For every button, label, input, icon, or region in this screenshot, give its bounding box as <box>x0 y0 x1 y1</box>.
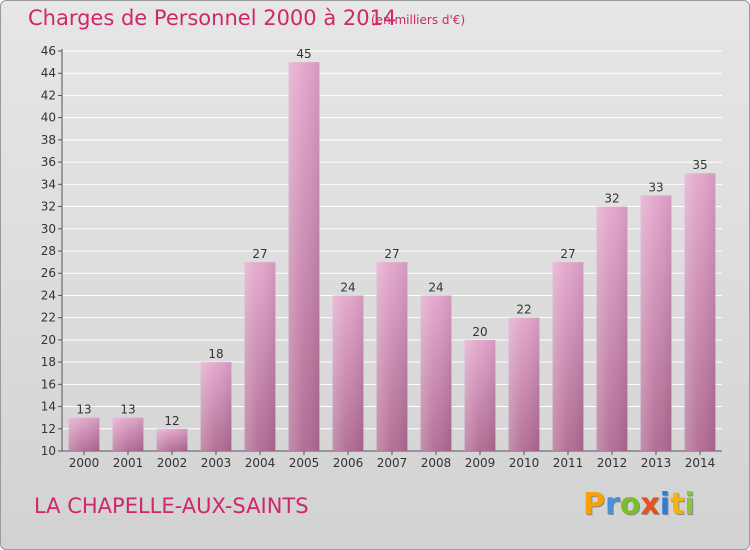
place-name: LA CHAPELLE-AUX-SAINTS <box>34 494 309 518</box>
chart-title: Charges de Personnel 2000 à 2014 <box>28 6 397 30</box>
x-tick-label: 2012 <box>597 456 628 470</box>
x-tick-label: 2001 <box>113 456 144 470</box>
logo-letter: t <box>670 487 685 522</box>
y-tick-label: 20 <box>41 333 56 347</box>
data-label: 24 <box>340 280 355 294</box>
bar-shine <box>244 262 276 451</box>
data-label: 32 <box>604 192 619 206</box>
x-tick-label: 2013 <box>641 456 672 470</box>
x-tick-label: 2002 <box>157 456 188 470</box>
bar-shine <box>684 173 716 451</box>
bar-shine <box>552 262 584 451</box>
x-tick-label: 2008 <box>421 456 452 470</box>
data-label: 13 <box>76 403 91 417</box>
logo-letter: i <box>684 487 695 522</box>
y-tick-label: 46 <box>41 44 56 58</box>
data-label: 13 <box>120 403 135 417</box>
y-tick-label: 18 <box>41 355 56 369</box>
data-label: 22 <box>516 303 531 317</box>
x-tick-label: 2014 <box>685 456 716 470</box>
bar-shine <box>332 295 364 451</box>
data-labels: 13 13 12 18 27 45 24 27 24 20 22 27 32 33 35 <box>76 47 707 428</box>
x-tick-label: 2007 <box>377 456 408 470</box>
bar-shine <box>376 262 408 451</box>
bar-shine <box>156 428 188 451</box>
bar-shine <box>112 417 144 451</box>
data-label: 20 <box>472 325 487 339</box>
data-label: 27 <box>560 247 575 261</box>
y-tick-label: 28 <box>41 244 56 258</box>
x-tick-label: 2005 <box>289 456 320 470</box>
y-tick-label: 16 <box>41 377 56 391</box>
y-tick-label: 38 <box>41 133 56 147</box>
data-label: 27 <box>384 247 399 261</box>
chart-subtitle: (en milliers d'€) <box>371 13 466 27</box>
data-label: 24 <box>428 280 443 294</box>
bar-shine <box>464 339 496 451</box>
x-tick-label: 2011 <box>553 456 584 470</box>
y-tick-label: 12 <box>41 422 56 436</box>
data-label: 35 <box>692 158 707 172</box>
bar-shine <box>596 206 628 451</box>
y-tick-label: 36 <box>41 155 56 169</box>
data-label: 45 <box>296 47 311 61</box>
bar-shine <box>420 295 452 451</box>
logo-letter: o <box>619 487 641 522</box>
logo-letter: i <box>659 487 671 522</box>
y-tick-label: 24 <box>41 288 56 302</box>
x-tick-label: 2006 <box>333 456 364 470</box>
bar-shine <box>508 317 540 451</box>
x-tick-label: 2003 <box>201 456 232 470</box>
data-label: 18 <box>208 347 223 361</box>
x-tick-label: 2010 <box>509 456 540 470</box>
bars <box>68 62 716 451</box>
data-label: 27 <box>252 247 267 261</box>
y-tick-labels: 10 12 14 16 18 20 22 24 26 28 30 32 34 36 38 40 42 44 46 <box>41 44 56 458</box>
bar-shine <box>640 195 672 451</box>
x-tick-label: 2009 <box>465 456 496 470</box>
bar-shine <box>288 62 320 451</box>
logo-letter: r <box>605 487 620 522</box>
y-tick-label: 42 <box>41 88 56 102</box>
data-label: 33 <box>648 180 663 194</box>
x-tick-labels: 2000 2001 2002 2003 2004 2005 2006 2007 2008 2009… <box>69 456 716 470</box>
y-tick-label: 14 <box>41 400 56 414</box>
y-tick-label: 10 <box>41 444 56 458</box>
data-label: 12 <box>164 414 179 428</box>
x-tick-label: 2000 <box>69 456 100 470</box>
y-tick-label: 22 <box>41 311 56 325</box>
x-tick-label: 2004 <box>245 456 276 470</box>
y-tick-label: 44 <box>41 66 56 80</box>
logo-letter: P <box>583 487 605 522</box>
y-tick-label: 26 <box>41 266 56 280</box>
proxiti-logo: Proxiti <box>583 487 695 522</box>
y-tick-label: 32 <box>41 200 56 214</box>
logo-letter: x <box>640 487 660 522</box>
y-tick-label: 34 <box>41 177 56 191</box>
bar-shine <box>68 417 100 451</box>
y-tick-label: 30 <box>41 222 56 236</box>
y-tick-label: 40 <box>41 111 56 125</box>
bar-shine <box>200 362 232 451</box>
